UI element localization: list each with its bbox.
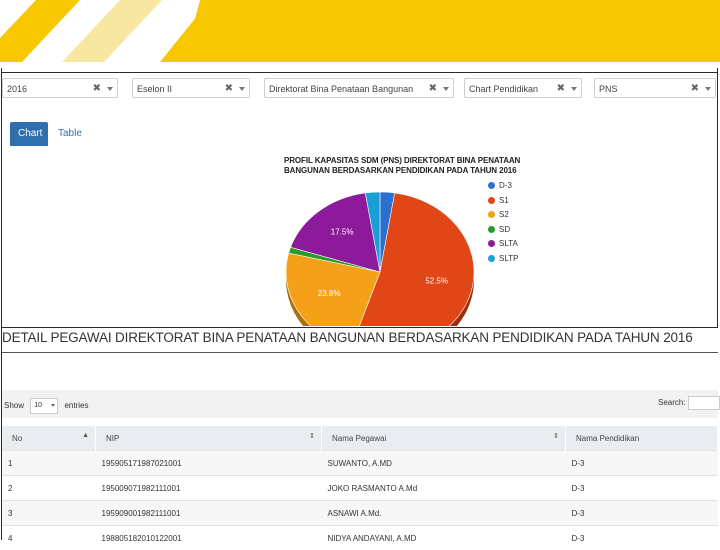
chevron-down-icon[interactable] [239, 87, 245, 91]
table-controls-band [2, 390, 718, 418]
top-divider [2, 72, 718, 73]
table-cell: 195009071982111001 [96, 476, 322, 501]
chevron-down-icon[interactable] [705, 87, 711, 91]
clear-icon[interactable]: ✖ [557, 79, 565, 99]
pie-data-label: 52.5% [425, 277, 448, 286]
entries-control: Show 10 entries [4, 398, 89, 414]
column-header-label: Nama Pegawai [332, 434, 386, 443]
table-cell: 195909001982111001 [96, 501, 322, 526]
sort-asc-icon[interactable]: ▲ [82, 432, 89, 439]
column-header-label: No [12, 434, 22, 443]
chevron-down-icon[interactable] [107, 87, 113, 91]
legend-item-s2[interactable]: S2 [488, 210, 509, 220]
table-cell: 198805182010122001 [96, 526, 322, 550]
year-select[interactable]: 2016 ✖ [2, 78, 118, 98]
pie-data-label: 23.8% [318, 289, 341, 298]
show-label: Show [4, 401, 24, 410]
table-header-row: No ▲ NIP ⇕ Nama Pegawai ⇕ Nama Pendidikan [2, 426, 718, 451]
entries-label: entries [64, 401, 88, 410]
table-cell: 195905171987021001 [96, 451, 322, 476]
table-cell: D-3 [566, 501, 718, 526]
clear-icon[interactable]: ✖ [429, 79, 437, 99]
banner-stripe-main [160, 0, 720, 62]
title-divider [2, 352, 718, 353]
search-label: Search: [658, 398, 686, 407]
table-cell: NIDYA ANDAYANI, A.MD [322, 526, 566, 550]
column-header-nama-pendidikan[interactable]: Nama Pendidikan [566, 426, 718, 451]
legend-item-slta[interactable]: SLTA [488, 239, 518, 249]
banner-graphic [0, 0, 720, 68]
legend-dot-icon [488, 211, 495, 218]
chart-type-select[interactable]: Chart Pendidikan ✖ [464, 78, 582, 98]
clear-icon[interactable]: ✖ [225, 79, 233, 99]
year-select-value: 2016 [7, 84, 27, 94]
header-banner [0, 0, 720, 68]
unit-select-value: Direktorat Bina Penataan Bangunan [269, 84, 413, 94]
pie-data-label: 17.5% [331, 227, 354, 236]
table-cell: D-3 [566, 451, 718, 476]
legend-label: SLTA [499, 239, 518, 248]
legend-label: S1 [499, 196, 509, 205]
table-cell: SUWANTO, A.MD [322, 451, 566, 476]
section-divider [2, 327, 718, 328]
chevron-down-icon[interactable] [571, 87, 577, 91]
search-input[interactable] [688, 396, 720, 410]
legend-item-sltp[interactable]: SLTP [488, 254, 518, 264]
sort-icon[interactable]: ⇕ [309, 432, 315, 440]
table-cell: 2 [2, 476, 96, 501]
legend-label: SD [499, 225, 510, 234]
clear-icon[interactable]: ✖ [691, 79, 699, 99]
table-cell: 4 [2, 526, 96, 550]
entries-select-value: 10 [34, 402, 42, 409]
legend-label: S2 [499, 210, 509, 219]
eselon-select-value: Eselon II [137, 84, 172, 94]
table-cell: 3 [2, 501, 96, 526]
banner-stripe-left [0, 0, 80, 62]
employee-table: No ▲ NIP ⇕ Nama Pegawai ⇕ Nama Pendidikan 1… [2, 426, 718, 550]
legend-dot-icon [488, 240, 495, 247]
legend-item-d-3[interactable]: D-3 [488, 181, 512, 191]
table-cell: D-3 [566, 476, 718, 501]
column-header-label: NIP [106, 434, 119, 443]
legend-label: SLTP [499, 254, 518, 263]
sort-icon[interactable]: ⇕ [553, 432, 559, 440]
status-select-value: PNS [599, 84, 618, 94]
legend-label: D-3 [499, 181, 512, 190]
chevron-down-icon[interactable] [51, 404, 55, 407]
banner-stripe-light [62, 0, 162, 62]
column-header-label: Nama Pendidikan [576, 434, 639, 443]
legend-dot-icon [488, 226, 495, 233]
tab-chart[interactable]: Chart [10, 122, 48, 146]
tab-table[interactable]: Table [50, 122, 90, 146]
eselon-select[interactable]: Eselon II ✖ [132, 78, 250, 98]
filter-bar: 2016 ✖ Eselon II ✖ Direktorat Bina Penat… [2, 76, 718, 102]
table-cell: 1 [2, 451, 96, 476]
unit-select[interactable]: Direktorat Bina Penataan Bangunan ✖ [264, 78, 454, 98]
legend-dot-icon [488, 255, 495, 262]
column-header-no[interactable]: No ▲ [2, 426, 96, 451]
table-cell: ASNAWI A.Md. [322, 501, 566, 526]
legend-dot-icon [488, 197, 495, 204]
legend-dot-icon [488, 182, 495, 189]
pie-slices [286, 192, 474, 326]
entries-select[interactable]: 10 [30, 398, 58, 414]
clear-icon[interactable]: ✖ [93, 79, 101, 99]
legend-item-s1[interactable]: S1 [488, 196, 509, 206]
legend-item-sd[interactable]: SD [488, 225, 510, 235]
detail-title: DETAIL PEGAWAI DIREKTORAT BINA PENATAAN … [2, 330, 718, 345]
table-cell: JOKO RASMANTO A.Md [322, 476, 566, 501]
column-header-nip[interactable]: NIP ⇕ [96, 426, 322, 451]
column-header-nama-pegawai[interactable]: Nama Pegawai ⇕ [322, 426, 566, 451]
table-cell: D-3 [566, 526, 718, 550]
chart-type-select-value: Chart Pendidikan [469, 84, 538, 94]
chevron-down-icon[interactable] [443, 87, 449, 91]
status-select[interactable]: PNS ✖ [594, 78, 716, 98]
pie-chart: 52.5% 23.8% 17.5% [0, 150, 720, 326]
